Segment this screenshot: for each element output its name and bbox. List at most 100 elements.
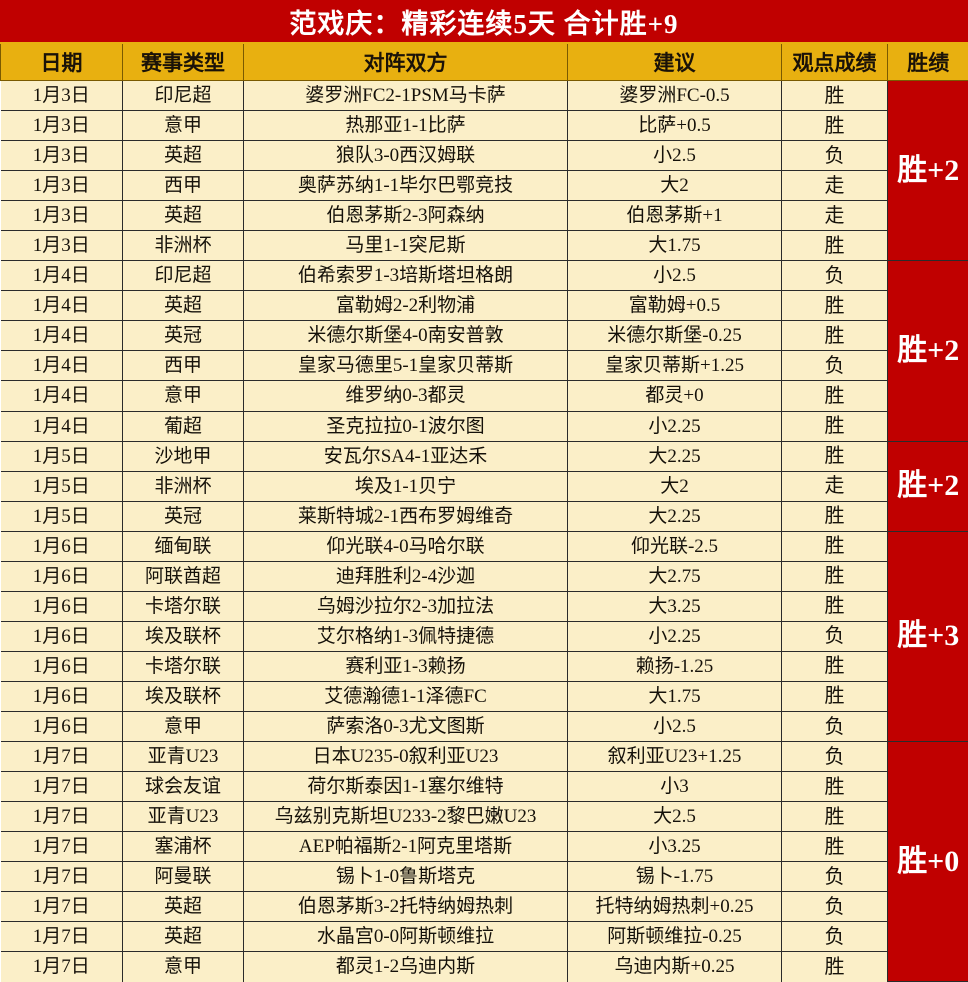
cell-result: 胜 xyxy=(781,79,888,112)
cell-result: 胜 xyxy=(781,380,888,412)
cell-result: 走 xyxy=(781,200,888,232)
cell-result: 胜 xyxy=(781,590,888,622)
cell-league: 埃及联杯 xyxy=(122,620,244,652)
table-row: 1月3日 非洲杯 马里1-1突尼斯 大1.75 胜 xyxy=(0,230,968,262)
cell-advice: 锡卜-1.75 xyxy=(567,861,782,893)
cell-match: 荷尔斯泰因1-1塞尔维特 xyxy=(243,771,568,803)
cell-streak: 胜+2 xyxy=(887,260,968,442)
cell-date: 1月6日 xyxy=(0,590,123,622)
cell-result: 走 xyxy=(781,470,888,502)
cell-match: 维罗纳0-3都灵 xyxy=(243,380,568,412)
table-row: 1月3日 印尼超 婆罗洲FC2-1PSM马卡萨 婆罗洲FC-0.5 胜胜+2 xyxy=(0,79,968,262)
cell-match: AEP帕福斯2-1阿克里塔斯 xyxy=(243,831,568,863)
cell-date: 1月3日 xyxy=(0,140,123,172)
column-header-advice: 建议 xyxy=(567,44,782,81)
cell-advice: 小2.25 xyxy=(567,410,782,442)
cell-result: 胜 xyxy=(781,290,888,322)
cell-league: 英超 xyxy=(122,200,244,232)
table-row: 1月6日 卡塔尔联 乌姆沙拉尔2-3加拉法 大3.25 胜 xyxy=(0,590,968,622)
cell-date: 1月6日 xyxy=(0,530,123,562)
cell-date: 1月7日 xyxy=(0,741,123,773)
cell-result: 胜 xyxy=(781,230,888,262)
cell-match: 乌兹别克斯坦U233-2黎巴嫩U23 xyxy=(243,801,568,833)
cell-league: 非洲杯 xyxy=(122,230,244,262)
cell-result: 胜 xyxy=(781,440,888,472)
cell-advice: 阿斯顿维拉-0.25 xyxy=(567,921,782,953)
cell-league: 英超 xyxy=(122,290,244,322)
cell-streak: 胜+2 xyxy=(887,440,968,532)
table-row: 1月5日 沙地甲 安瓦尔SA4-1亚达禾 大2.25 胜胜+2 xyxy=(0,440,968,532)
table-row: 1月3日 西甲 奥萨苏纳1-1毕尔巴鄂竞技 大2 走 xyxy=(0,170,968,202)
table-body: 1月3日 印尼超 婆罗洲FC2-1PSM马卡萨 婆罗洲FC-0.5 胜胜+2 1月3日 意甲… xyxy=(0,79,968,982)
cell-match: 热那亚1-1比萨 xyxy=(243,110,568,142)
cell-date: 1月7日 xyxy=(0,801,123,833)
cell-date: 1月7日 xyxy=(0,951,123,982)
cell-date: 1月6日 xyxy=(0,560,123,592)
cell-match: 萨索洛0-3尤文图斯 xyxy=(243,710,568,743)
cell-league: 阿曼联 xyxy=(122,861,244,893)
cell-advice: 叙利亚U23+1.25 xyxy=(567,741,782,773)
cell-date: 1月3日 xyxy=(0,200,123,232)
cell-result: 胜 xyxy=(781,801,888,833)
table-row: 1月3日 英超 伯恩茅斯2-3阿森纳 伯恩茅斯+1 走 xyxy=(0,200,968,232)
table-row: 1月3日 英超 狼队3-0西汉姆联 小2.5 负 xyxy=(0,140,968,172)
table-row: 1月4日 葡超 圣克拉拉0-1波尔图 小2.25 胜 xyxy=(0,410,968,442)
table-row: 1月6日 意甲 萨索洛0-3尤文图斯 小2.5 负 xyxy=(0,710,968,743)
cell-advice: 小2.5 xyxy=(567,260,782,292)
cell-result: 胜 xyxy=(781,831,888,863)
cell-date: 1月5日 xyxy=(0,470,123,502)
cell-advice: 大2 xyxy=(567,470,782,502)
cell-match: 锡卜1-0鲁斯塔克 xyxy=(243,861,568,893)
cell-result: 胜 xyxy=(781,771,888,803)
cell-result: 负 xyxy=(781,260,888,292)
cell-league: 亚青U23 xyxy=(122,801,244,833)
cell-date: 1月4日 xyxy=(0,380,123,412)
cell-advice: 大1.75 xyxy=(567,230,782,262)
table-row: 1月7日 球会友谊 荷尔斯泰因1-1塞尔维特 小3 胜 xyxy=(0,771,968,803)
cell-match: 都灵1-2乌迪内斯 xyxy=(243,951,568,982)
cell-match: 赛利亚1-3赖扬 xyxy=(243,650,568,682)
table-row: 1月7日 英超 伯恩茅斯3-2托特纳姆热刺 托特纳姆热刺+0.25 负 xyxy=(0,891,968,923)
cell-advice: 大2.5 xyxy=(567,801,782,833)
cell-streak: 胜+2 xyxy=(887,79,968,262)
cell-date: 1月3日 xyxy=(0,170,123,202)
table-row: 1月6日 卡塔尔联 赛利亚1-3赖扬 赖扬-1.25 胜 xyxy=(0,650,968,682)
cell-result: 负 xyxy=(781,861,888,893)
cell-league: 英超 xyxy=(122,921,244,953)
cell-match: 奥萨苏纳1-1毕尔巴鄂竞技 xyxy=(243,170,568,202)
cell-date: 1月7日 xyxy=(0,861,123,893)
cell-advice: 大2.25 xyxy=(567,500,782,532)
table-row: 1月7日 意甲 都灵1-2乌迪内斯 乌迪内斯+0.25 胜 xyxy=(0,951,968,982)
cell-match: 富勒姆2-2利物浦 xyxy=(243,290,568,322)
cell-result: 负 xyxy=(781,710,888,743)
table-row: 1月5日 非洲杯 埃及1-1贝宁 大2 走 xyxy=(0,470,968,502)
table-row: 1月7日 英超 水晶宫0-0阿斯顿维拉 阿斯顿维拉-0.25 负 xyxy=(0,921,968,953)
column-header-league: 赛事类型 xyxy=(122,44,244,81)
cell-match: 伯恩茅斯2-3阿森纳 xyxy=(243,200,568,232)
cell-league: 沙地甲 xyxy=(122,440,244,472)
table-row: 1月7日 亚青U23 乌兹别克斯坦U233-2黎巴嫩U23 大2.5 胜 xyxy=(0,801,968,833)
cell-advice: 都灵+0 xyxy=(567,380,782,412)
cell-match: 迪拜胜利2-4沙迦 xyxy=(243,560,568,592)
cell-result: 负 xyxy=(781,921,888,953)
cell-league: 意甲 xyxy=(122,110,244,142)
cell-date: 1月4日 xyxy=(0,410,123,442)
cell-date: 1月4日 xyxy=(0,260,123,292)
table-row: 1月4日 意甲 维罗纳0-3都灵 都灵+0 胜 xyxy=(0,380,968,412)
cell-league: 印尼超 xyxy=(122,79,244,112)
cell-result: 胜 xyxy=(781,951,888,982)
cell-date: 1月5日 xyxy=(0,500,123,532)
cell-league: 卡塔尔联 xyxy=(122,650,244,682)
cell-advice: 小2.5 xyxy=(567,140,782,172)
cell-streak: 胜+3 xyxy=(887,530,968,743)
table-row: 1月4日 印尼超 伯希索罗1-3培斯塔坦格朗 小2.5 负胜+2 xyxy=(0,260,968,442)
cell-date: 1月4日 xyxy=(0,350,123,382)
cell-date: 1月7日 xyxy=(0,891,123,923)
cell-match: 艾德瀚德1-1泽德FC xyxy=(243,680,568,712)
table-row: 1月6日 埃及联杯 艾德瀚德1-1泽德FC 大1.75 胜 xyxy=(0,680,968,712)
cell-league: 英冠 xyxy=(122,320,244,352)
table-row: 1月4日 英超 富勒姆2-2利物浦 富勒姆+0.5 胜 xyxy=(0,290,968,322)
cell-result: 胜 xyxy=(781,110,888,142)
cell-advice: 富勒姆+0.5 xyxy=(567,290,782,322)
cell-league: 意甲 xyxy=(122,710,244,743)
